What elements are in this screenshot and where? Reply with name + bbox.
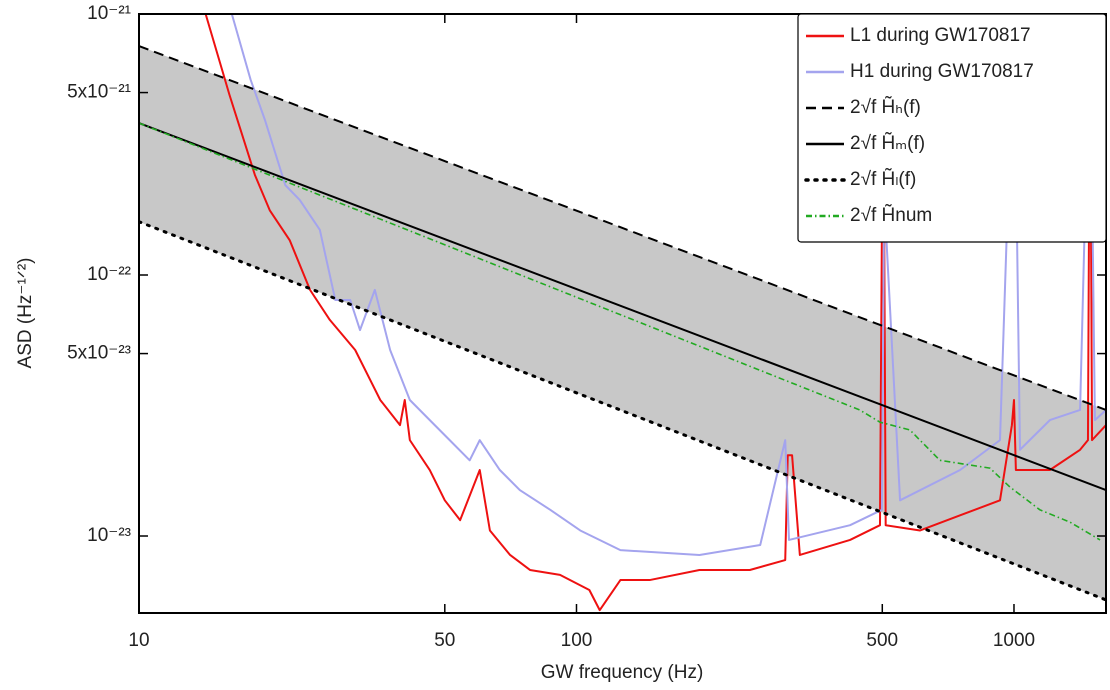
series-line [139, 122, 1106, 491]
y-tick-label: 10⁻²¹ [87, 3, 131, 24]
series-line [139, 220, 1106, 602]
series-line [139, 45, 1106, 411]
series-line [204, 14, 1106, 612]
x-tick-label: 100 [561, 630, 593, 651]
legend-box [797, 13, 1107, 243]
x-tick-label: 500 [866, 630, 898, 651]
frame [138, 13, 1107, 614]
x-tick-label: 50 [434, 630, 455, 651]
legend-label: 2√f H̃num [850, 204, 932, 226]
y-axis-label: ASD (Hz⁻¹ᐟ²) [15, 258, 36, 369]
y-tick-label: 5x10⁻²¹ [67, 82, 131, 103]
y-tick-label: 10⁻²² [87, 264, 131, 285]
legend-label: 2√f H̃ₕ(f) [850, 96, 921, 118]
legend-label: 2√f H̃ₗ(f) [850, 168, 916, 190]
y-tick-label: 5x10⁻²³ [67, 343, 131, 364]
x-axis-label: GW frequency (Hz) [541, 662, 704, 683]
x-tick-label: 10 [128, 630, 149, 651]
legend-label: 2√f H̃ₘ(f) [850, 132, 925, 154]
series-line [139, 122, 1101, 541]
axes: 10 50 100 500 1000 10⁻²¹ 5x10⁻²¹ 10⁻²² 5x10⁻²³ 10… [67, 3, 1106, 651]
legend: L1 during GW170817 H1 during GW170817 2√f … [797, 13, 1107, 243]
model-band [139, 46, 1106, 600]
legend-label: L1 during GW170817 [850, 25, 1031, 46]
legend-label: H1 during GW170817 [850, 61, 1034, 82]
y-tick-label: 10⁻²³ [87, 525, 131, 546]
plot-area [139, 14, 1106, 612]
x-tick-label: 1000 [993, 630, 1035, 651]
